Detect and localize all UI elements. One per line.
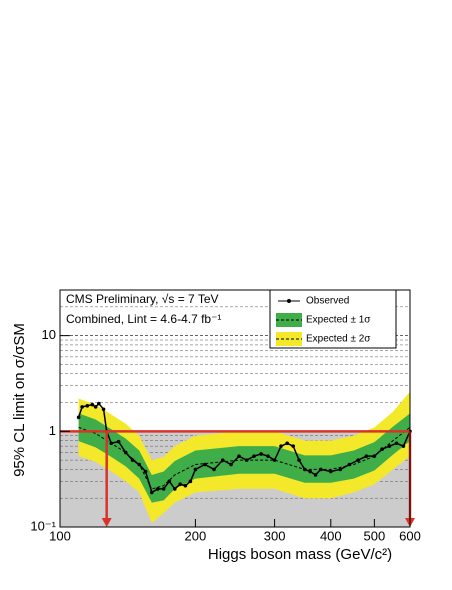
x-axis-label: Higgs boson mass (GeV/c²) <box>208 546 392 563</box>
annotation: Combined, Lint = 4.6-4.7 fb⁻¹ <box>66 312 221 326</box>
legend-label: Observed <box>306 296 349 307</box>
expected-line <box>78 426 411 490</box>
observed-point <box>387 444 392 448</box>
band <box>78 413 410 503</box>
observed-point <box>285 441 290 446</box>
observed-point <box>302 467 307 472</box>
arrow-head <box>101 518 112 527</box>
observed-point <box>193 467 198 472</box>
observed-point <box>338 467 343 472</box>
observed-point <box>266 454 270 458</box>
legend-label: Expected ± 1σ <box>306 315 371 326</box>
observed-point <box>291 444 296 448</box>
observed-point <box>328 469 333 474</box>
observed-point <box>101 407 106 412</box>
observed-point <box>130 458 135 462</box>
observed-point <box>318 467 323 472</box>
x-tick-label: 200 <box>185 528 207 543</box>
observed-point <box>183 483 188 488</box>
observed-point <box>167 479 172 484</box>
observed-point <box>76 415 81 420</box>
observed-point <box>173 487 177 491</box>
x-tick-label: 100 <box>49 528 71 543</box>
observed-point <box>150 490 154 495</box>
observed-point <box>116 439 121 444</box>
observed-point <box>212 467 216 472</box>
observed-point <box>80 405 84 409</box>
observed-point <box>178 482 182 487</box>
plot-frame <box>59 289 411 528</box>
observed-point <box>380 447 384 452</box>
legend-label: Expected ± 2σ <box>306 334 371 345</box>
observed-point <box>394 441 399 446</box>
observed-point <box>156 487 160 491</box>
observed-point <box>109 441 114 446</box>
observed-point <box>372 454 377 458</box>
observed-point <box>97 401 101 406</box>
annotation: CMS Preliminary, √s = 7 TeV <box>66 292 219 306</box>
observed-point <box>297 458 301 462</box>
x-tick-label: 400 <box>320 528 342 543</box>
x-tick-label: 500 <box>364 528 386 543</box>
legend-marker <box>287 299 291 303</box>
y-tick-label: 10⁻¹ <box>30 518 56 533</box>
y-tick-label: 1 <box>49 423 56 438</box>
y-axis-label: 95% CL limit on σ/σSM <box>11 323 28 477</box>
observed-point <box>93 405 98 409</box>
x-tick-label: 600 <box>399 528 421 543</box>
observed-point <box>401 444 406 448</box>
observed-point <box>143 469 148 474</box>
observed-point <box>272 458 277 462</box>
observed-point <box>279 444 283 448</box>
observed-point <box>308 469 313 474</box>
observed-point <box>237 454 241 458</box>
observed-point <box>313 473 318 477</box>
observed-point <box>252 454 256 458</box>
x-tick-label: 300 <box>264 528 286 543</box>
observed-point <box>229 462 233 467</box>
observed-point <box>203 462 207 467</box>
observed-line <box>77 402 411 494</box>
observed-point <box>188 479 193 484</box>
observed-point <box>244 458 249 462</box>
observed-point <box>259 452 263 456</box>
observed-point <box>364 454 369 458</box>
observed-point <box>220 458 225 462</box>
observed-point <box>137 462 142 467</box>
observed-point <box>347 462 352 467</box>
observed-point <box>85 403 90 408</box>
observed-point <box>161 487 166 491</box>
observed-point <box>356 458 360 462</box>
observed-point <box>90 402 95 407</box>
y-tick-label: 10 <box>42 327 56 342</box>
observed-point <box>123 450 128 455</box>
